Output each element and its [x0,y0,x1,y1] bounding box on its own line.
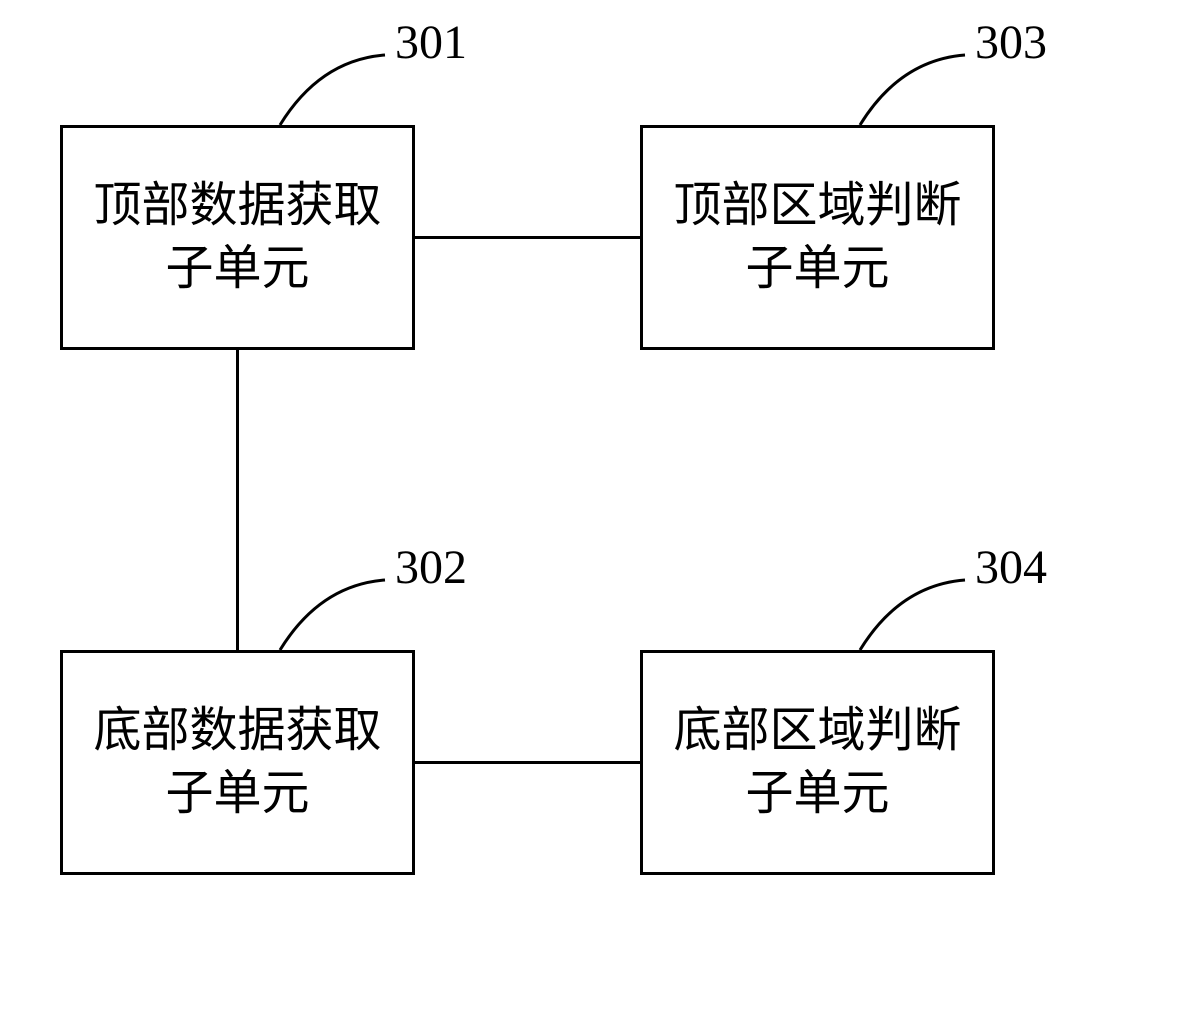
edge-302-304 [415,761,640,764]
leader-304 [0,0,1193,1033]
edge-301-303 [415,236,640,239]
edge-301-302 [236,350,239,650]
block-diagram: 顶部数据获取 子单元 301 顶部区域判断 子单元 303 底部数据获取 子单元… [0,0,1193,1033]
ref-label-304: 304 [975,540,1047,595]
